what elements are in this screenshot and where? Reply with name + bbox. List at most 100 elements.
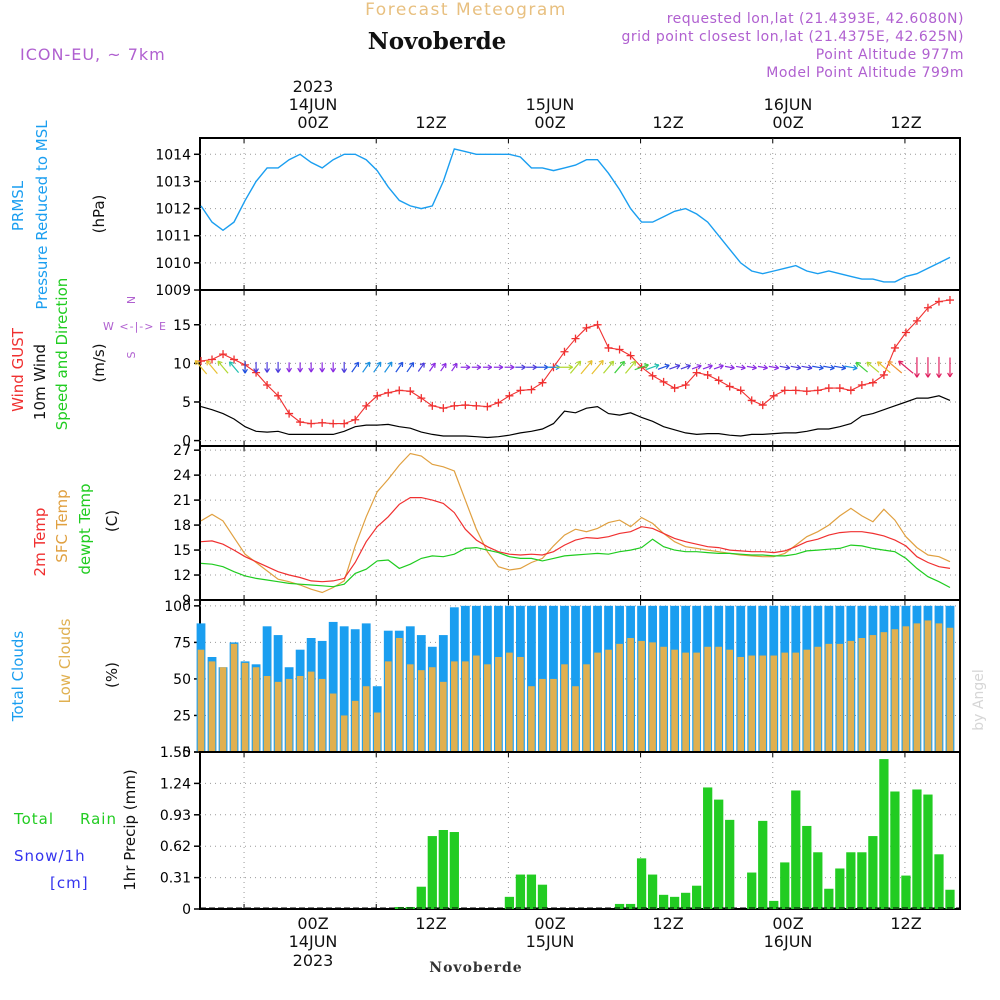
- low-clouds-bar: [671, 649, 678, 752]
- wind-arrow-head: [675, 363, 681, 370]
- rain-bar: [526, 874, 537, 909]
- wind-arrow-head: [685, 364, 691, 370]
- pressure-unit: (hPa): [90, 195, 108, 234]
- low-clouds-bar: [902, 626, 910, 752]
- low-clouds-bar: [869, 635, 877, 752]
- wind-arrow-head: [398, 361, 404, 368]
- low-clouds-bar: [417, 670, 425, 752]
- pressure-y-tick-label: 1010: [155, 256, 191, 272]
- gust-marker: [846, 386, 855, 395]
- wind-arrow-head: [936, 373, 942, 378]
- wind-arrow-head: [643, 363, 649, 369]
- wind-arrow: [194, 360, 208, 375]
- wind-arrow-head: [774, 364, 780, 371]
- gust-marker: [802, 387, 811, 396]
- wind-arrow-head: [419, 362, 425, 368]
- wind-arrow-head: [807, 364, 813, 371]
- wind-arrow-head: [228, 361, 235, 367]
- wind-arrow: [206, 360, 218, 375]
- total-clouds-bar: [571, 605, 580, 752]
- bottom-date-label: 16JUN: [764, 932, 813, 951]
- wind-arrow: [801, 365, 813, 369]
- low-clouds-bar: [792, 652, 800, 752]
- wind-arrow-head: [707, 364, 713, 370]
- gust-marker: [230, 355, 239, 364]
- gust-marker: [648, 371, 657, 380]
- low-clouds-bar: [660, 646, 667, 752]
- clouds-y-tick-label: 25: [173, 708, 191, 724]
- gust-marker: [439, 404, 448, 413]
- bottom-hour-label: 00Z: [772, 914, 803, 933]
- rain-bar: [504, 896, 515, 909]
- gust-marker: [274, 391, 283, 400]
- charts-layer: 1009 1010 1011 1012 1013 1014 0 5 10 15 9 12 15 18 21 2…: [155, 137, 961, 918]
- wind-arrow-head: [841, 364, 847, 371]
- low-clouds-bar: [737, 657, 745, 752]
- rain-bar: [846, 852, 856, 909]
- precip-y-tick-label: 0: [182, 902, 191, 918]
- top-hour-label: 12Z: [415, 113, 446, 132]
- gust-marker: [824, 384, 833, 393]
- wind-arrow: [779, 365, 790, 369]
- low-clouds-bar: [935, 623, 943, 752]
- low-clouds-bar: [473, 655, 480, 752]
- top-hour-label: 00Z: [772, 113, 803, 132]
- precip-y-tick-label: 0.62: [160, 839, 191, 855]
- wind-y-tick-label: 10: [173, 356, 191, 372]
- gust-marker: [901, 328, 910, 337]
- top-date-label: 14JUN: [289, 95, 338, 114]
- rain-bar: [945, 889, 955, 909]
- rain-bar: [791, 790, 801, 909]
- low-clouds-bar: [880, 632, 888, 752]
- wind-arrow: [406, 362, 415, 373]
- wind-arrow-head: [751, 364, 757, 371]
- gust-marker: [593, 320, 602, 329]
- wind-arrow: [614, 360, 625, 374]
- gust-marker: [428, 401, 437, 410]
- low-clouds-bar: [296, 676, 304, 752]
- wind-arrow-head: [319, 367, 326, 373]
- wind-arrow: [657, 364, 670, 370]
- temp-y-tick-label: 27: [173, 443, 191, 459]
- low-clouds-bar: [528, 686, 535, 752]
- low-clouds-bar: [462, 661, 469, 752]
- wind-arrow: [790, 365, 801, 369]
- wind-arrow-head: [376, 361, 382, 367]
- wind-arrow-head: [487, 364, 493, 371]
- low-clouds-bar: [583, 664, 590, 752]
- wind-arrow-head: [855, 361, 861, 367]
- wind-arrow-head: [866, 361, 872, 367]
- gust-line: [200, 299, 951, 425]
- wind-arrow: [823, 365, 835, 369]
- dewpt-temp-line: [200, 538, 951, 589]
- rain-bar: [747, 872, 757, 909]
- gust-marker: [307, 419, 316, 428]
- wind-arrow: [395, 361, 404, 373]
- wind-arrow-head: [509, 364, 515, 371]
- low-clouds-bar: [825, 643, 833, 752]
- low-clouds-bar: [384, 661, 392, 752]
- gust-marker: [626, 351, 635, 360]
- gust-marker: [538, 378, 547, 387]
- wind-arrow: [591, 360, 604, 375]
- bottom-date-label: 15JUN: [526, 932, 575, 951]
- pressure-y-tick-label: 1014: [155, 147, 191, 163]
- rain-bar: [625, 903, 636, 909]
- gust-marker: [813, 386, 822, 395]
- wind-arrow-head: [654, 363, 660, 369]
- wind-arrow-head: [664, 363, 670, 370]
- wind-arrow-head: [253, 368, 259, 373]
- low-clouds-bar: [506, 652, 513, 752]
- temp-y-tick-label: 18: [173, 518, 191, 534]
- gust-marker: [714, 376, 723, 385]
- low-clouds-bar: [748, 655, 756, 752]
- rain-bar: [438, 829, 448, 909]
- low-clouds-bar: [594, 652, 601, 752]
- precip-y-tick-label: 1.24: [160, 776, 191, 792]
- wind-arrow-head: [718, 364, 724, 370]
- wind-arrow: [217, 360, 229, 374]
- wind-arrow: [669, 364, 681, 370]
- low-clouds-bar: [429, 667, 436, 752]
- wind-arrow: [844, 365, 858, 369]
- requested-coords: requested lon,lat (21.4393E, 42.6080N): [667, 11, 964, 27]
